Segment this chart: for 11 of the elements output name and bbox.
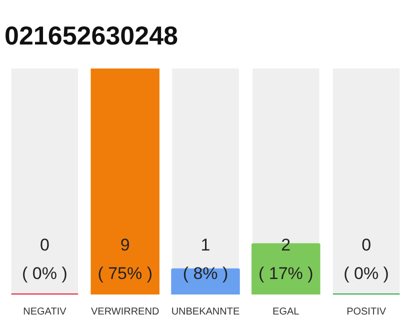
- data-label: 0 ( 0% ): [344, 236, 389, 284]
- chart-title: 021652630248: [4, 20, 178, 50]
- data-label: 9 ( 75% ): [98, 236, 152, 284]
- x-tick-label: UNBEKANNTE: [171, 306, 240, 318]
- data-label: 1 ( 8% ): [182, 236, 228, 284]
- bar: [171, 268, 240, 294]
- data-label: 0 ( 0% ): [22, 236, 68, 284]
- x-tick-label: NEGATIV: [23, 306, 67, 318]
- x-tick-label: EGAL: [272, 306, 300, 318]
- x-tick-label: POSITIV: [346, 306, 386, 318]
- x-tick-label: VERWIRREND: [91, 306, 160, 318]
